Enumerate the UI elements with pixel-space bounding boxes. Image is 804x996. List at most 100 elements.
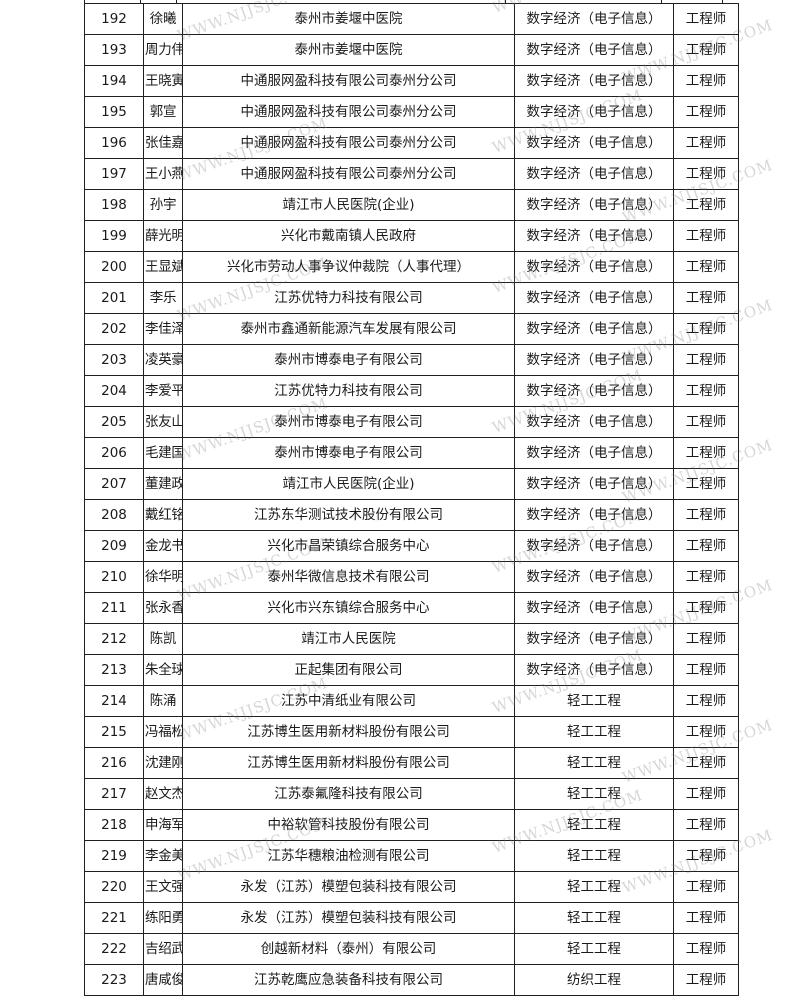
- cell-specialty: 数字经济（电子信息）: [514, 127, 674, 159]
- cell-qualification: 工程师: [673, 871, 739, 903]
- column-divider-name: [176, 0, 177, 3]
- cell-name: 金龙书: [143, 530, 183, 562]
- cell-index: 201: [84, 282, 144, 314]
- cell-index: 210: [84, 561, 144, 593]
- cell-name: 李爱平: [143, 375, 183, 407]
- cell-specialty: 数字经济（电子信息）: [514, 220, 674, 252]
- cell-name: 陈涌: [143, 685, 183, 717]
- cell-name: 张佳嘉: [143, 127, 183, 159]
- column-divider-left: [84, 0, 85, 3]
- cell-name: 张永香: [143, 592, 183, 624]
- cell-index: 212: [84, 623, 144, 655]
- roster-table: 192 徐曦 泰州市姜堰中医院 数字经济（电子信息） 工程师 193 周力伟 泰州市姜堰中医院…: [84, 3, 739, 996]
- cell-specialty: 数字经济（电子信息）: [514, 623, 674, 655]
- cell-name: 冯福松: [143, 716, 183, 748]
- cell-organization: 靖江市人民医院(企业): [182, 468, 515, 500]
- cell-index: 216: [84, 747, 144, 779]
- table-row: 218 申海军 中裕软管科技股份有限公司 轻工工程 工程师: [84, 809, 739, 841]
- cell-qualification: 工程师: [673, 313, 739, 345]
- cell-index: 219: [84, 840, 144, 872]
- cell-specialty: 数字经济（电子信息）: [514, 313, 674, 345]
- cell-qualification: 工程师: [673, 561, 739, 593]
- table-row: 201 李乐 江苏优特力科技有限公司 数字经济（电子信息） 工程师: [84, 282, 739, 314]
- cell-organization: 泰州华微信息技术有限公司: [182, 561, 515, 593]
- cell-organization: 泰州市博泰电子有限公司: [182, 344, 515, 376]
- cell-index: 208: [84, 499, 144, 531]
- cell-organization: 中通服网盈科技有限公司泰州分公司: [182, 158, 515, 190]
- cell-specialty: 轻工工程: [514, 840, 674, 872]
- cell-index: 221: [84, 902, 144, 934]
- cell-qualification: 工程师: [673, 964, 739, 996]
- cell-qualification: 工程师: [673, 840, 739, 872]
- cell-organization: 永发（江苏）模塑包装科技有限公司: [182, 902, 515, 934]
- table-row: 200 王显斌 兴化市劳动人事争议仲裁院（人事代理） 数字经济（电子信息） 工程师: [84, 251, 739, 283]
- cell-name: 吉绍武: [143, 933, 183, 965]
- table-row: 206 毛建国 泰州市博泰电子有限公司 数字经济（电子信息） 工程师: [84, 437, 739, 469]
- cell-name: 沈建刚: [143, 747, 183, 779]
- cell-specialty: 数字经济（电子信息）: [514, 34, 674, 66]
- table-row: 212 陈凯 靖江市人民医院 数字经济（电子信息） 工程师: [84, 623, 739, 655]
- cell-qualification: 工程师: [673, 127, 739, 159]
- cell-specialty: 数字经济（电子信息）: [514, 344, 674, 376]
- table-top-partial-row: [84, 0, 723, 3]
- cell-name: 徐华明: [143, 561, 183, 593]
- cell-name: 陈凯: [143, 623, 183, 655]
- cell-specialty: 数字经济（电子信息）: [514, 654, 674, 686]
- cell-name: 郭宣: [143, 96, 183, 128]
- cell-index: 215: [84, 716, 144, 748]
- table-row: 221 练阳勇 永发（江苏）模塑包装科技有限公司 轻工工程 工程师: [84, 902, 739, 934]
- cell-name: 赵文杰: [143, 778, 183, 810]
- cell-index: 194: [84, 65, 144, 97]
- table-row: 196 张佳嘉 中通服网盈科技有限公司泰州分公司 数字经济（电子信息） 工程师: [84, 127, 739, 159]
- table-row: 195 郭宣 中通服网盈科技有限公司泰州分公司 数字经济（电子信息） 工程师: [84, 96, 739, 128]
- roster-table-container: 192 徐曦 泰州市姜堰中医院 数字经济（电子信息） 工程师 193 周力伟 泰州市姜堰中医院…: [84, 3, 739, 996]
- cell-organization: 江苏博生医用新材料股份有限公司: [182, 716, 515, 748]
- cell-specialty: 数字经济（电子信息）: [514, 96, 674, 128]
- cell-qualification: 工程师: [673, 3, 739, 35]
- cell-specialty: 数字经济（电子信息）: [514, 406, 674, 438]
- table-row: 210 徐华明 泰州华微信息技术有限公司 数字经济（电子信息） 工程师: [84, 561, 739, 593]
- cell-specialty: 纺织工程: [514, 964, 674, 996]
- cell-qualification: 工程师: [673, 220, 739, 252]
- cell-name: 孙宇: [143, 189, 183, 221]
- table-row: 219 李金美 江苏华穗粮油检测有限公司 轻工工程 工程师: [84, 840, 739, 872]
- roster-table-body: 192 徐曦 泰州市姜堰中医院 数字经济（电子信息） 工程师 193 周力伟 泰州市姜堰中医院…: [84, 3, 739, 996]
- table-row: 198 孙宇 靖江市人民医院(企业) 数字经济（电子信息） 工程师: [84, 189, 739, 221]
- cell-organization: 江苏中清纸业有限公司: [182, 685, 515, 717]
- cell-name: 张友山: [143, 406, 183, 438]
- cell-organization: 靖江市人民医院(企业): [182, 189, 515, 221]
- table-row: 192 徐曦 泰州市姜堰中医院 数字经济（电子信息） 工程师: [84, 3, 739, 35]
- table-row: 214 陈涌 江苏中清纸业有限公司 轻工工程 工程师: [84, 685, 739, 717]
- cell-organization: 泰州市姜堰中医院: [182, 3, 515, 35]
- cell-qualification: 工程师: [673, 406, 739, 438]
- cell-organization: 中通服网盈科技有限公司泰州分公司: [182, 127, 515, 159]
- cell-organization: 江苏华穗粮油检测有限公司: [182, 840, 515, 872]
- table-row: 194 王晓寅 中通服网盈科技有限公司泰州分公司 数字经济（电子信息） 工程师: [84, 65, 739, 97]
- cell-qualification: 工程师: [673, 623, 739, 655]
- table-row: 207 董建政 靖江市人民医院(企业) 数字经济（电子信息） 工程师: [84, 468, 739, 500]
- cell-index: 209: [84, 530, 144, 562]
- cell-organization: 中通服网盈科技有限公司泰州分公司: [182, 65, 515, 97]
- cell-index: 199: [84, 220, 144, 252]
- cell-organization: 兴化市兴东镇综合服务中心: [182, 592, 515, 624]
- cell-index: 196: [84, 127, 144, 159]
- cell-name: 申海军: [143, 809, 183, 841]
- cell-index: 218: [84, 809, 144, 841]
- table-row: 213 朱全球 正起集团有限公司 数字经济（电子信息） 工程师: [84, 654, 739, 686]
- cell-qualification: 工程师: [673, 34, 739, 66]
- cell-index: 205: [84, 406, 144, 438]
- table-row: 202 李佳泽 泰州市鑫通新能源汽车发展有限公司 数字经济（电子信息） 工程师: [84, 313, 739, 345]
- cell-index: 207: [84, 468, 144, 500]
- cell-name: 王文强: [143, 871, 183, 903]
- table-row: 208 戴红铭 江苏东华测试技术股份有限公司 数字经济（电子信息） 工程师: [84, 499, 739, 531]
- column-divider-right: [722, 0, 723, 3]
- cell-specialty: 轻工工程: [514, 902, 674, 934]
- cell-index: 202: [84, 313, 144, 345]
- cell-name: 戴红铭: [143, 499, 183, 531]
- cell-qualification: 工程师: [673, 747, 739, 779]
- cell-specialty: 数字经济（电子信息）: [514, 561, 674, 593]
- cell-organization: 中裕软管科技股份有限公司: [182, 809, 515, 841]
- cell-qualification: 工程师: [673, 685, 739, 717]
- cell-qualification: 工程师: [673, 778, 739, 810]
- cell-specialty: 数字经济（电子信息）: [514, 499, 674, 531]
